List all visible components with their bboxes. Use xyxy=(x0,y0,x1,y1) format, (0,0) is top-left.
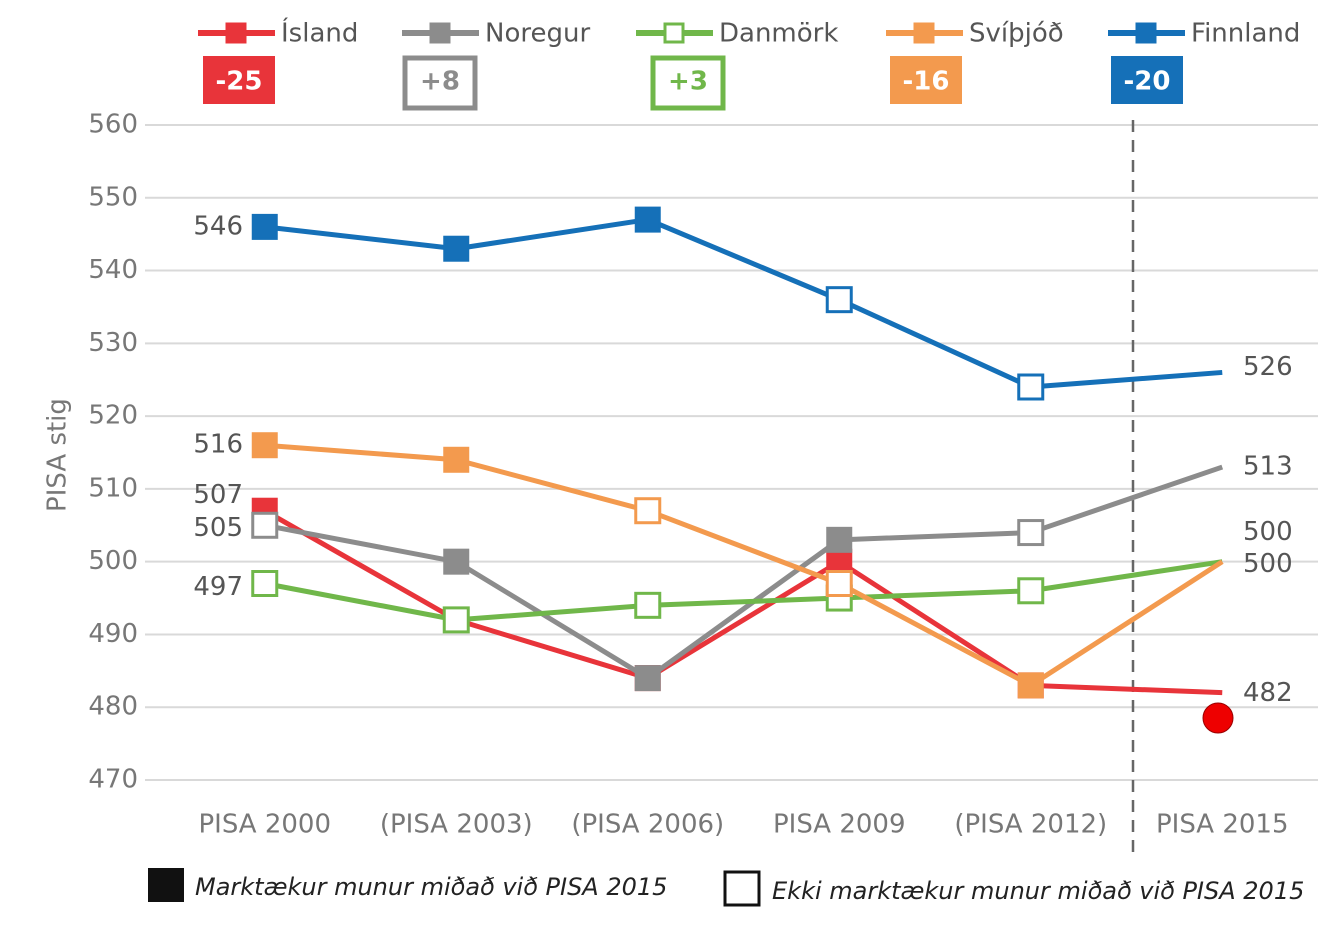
data-marker xyxy=(1017,373,1045,401)
legend-label: Finnland xyxy=(1191,19,1300,49)
data-marker xyxy=(634,497,662,525)
data-label: 526 xyxy=(1243,352,1293,382)
series-line xyxy=(264,464,1224,681)
x-tick-label: PISA 2009 xyxy=(773,810,906,840)
data-marker xyxy=(1017,672,1044,699)
y-tick-label: 520 xyxy=(88,401,138,431)
legend-marker xyxy=(225,22,247,44)
y-tick-label: 540 xyxy=(88,255,138,285)
series-line xyxy=(263,508,1223,696)
legend-hollow-text: Ekki marktækur munur miðað við PISA 2015 xyxy=(772,877,1304,905)
change-label: +3 xyxy=(668,67,708,97)
legend-marker xyxy=(913,22,935,44)
series-line xyxy=(264,217,1223,390)
change-badge xyxy=(203,56,275,104)
data-marker xyxy=(1017,519,1045,547)
data-marker xyxy=(634,665,661,692)
data-label: 513 xyxy=(1243,452,1293,482)
legend-label: Noregur xyxy=(485,19,590,49)
data-marker xyxy=(443,548,470,575)
y-axis-label: PISA stig xyxy=(43,398,73,512)
change-badge xyxy=(402,55,478,111)
data-marker xyxy=(251,570,279,597)
data-marker xyxy=(825,570,853,597)
change-label: -16 xyxy=(903,67,950,97)
legend-label: Ísland xyxy=(281,17,358,49)
data-marker xyxy=(251,511,279,539)
change-label: -20 xyxy=(1124,67,1171,97)
legend-filled-text: Marktækur munur miðað við PISA 2015 xyxy=(195,873,667,901)
legend-marker xyxy=(663,22,685,44)
data-marker xyxy=(1017,577,1045,605)
y-tick-label: 550 xyxy=(88,182,138,212)
data-marker xyxy=(443,235,470,262)
legend-hollow-swatch xyxy=(723,870,761,907)
y-tick-label: 510 xyxy=(88,473,138,503)
y-tick-label: 560 xyxy=(88,110,138,140)
legend-marker xyxy=(1135,22,1157,44)
data-label: 500 xyxy=(1243,549,1293,579)
legend-filled-swatch xyxy=(148,868,184,902)
change-badge xyxy=(1111,56,1183,104)
y-tick-label: 480 xyxy=(88,692,138,722)
y-tick-label: 500 xyxy=(88,546,138,576)
legend-label: Svíþjóð xyxy=(969,19,1064,49)
data-label: 482 xyxy=(1243,678,1293,708)
x-tick-label: (PISA 2012) xyxy=(954,810,1107,840)
data-label: 546 xyxy=(193,211,243,241)
data-label: 516 xyxy=(193,430,243,460)
data-marker xyxy=(826,526,853,553)
x-tick-label: (PISA 2006) xyxy=(571,810,724,840)
highlight-dot xyxy=(1202,702,1234,734)
data-marker xyxy=(251,432,278,459)
data-marker xyxy=(634,206,661,233)
series-line xyxy=(264,559,1223,623)
y-tick-label: 470 xyxy=(88,765,138,795)
change-label: -25 xyxy=(216,67,263,97)
change-badge xyxy=(890,56,962,104)
legend-label: Danmörk xyxy=(719,19,838,49)
x-tick-label: PISA 2000 xyxy=(198,810,331,840)
grid xyxy=(145,124,1318,781)
data-marker xyxy=(443,446,470,473)
y-tick-label: 530 xyxy=(88,328,138,358)
y-tick-label: 490 xyxy=(88,619,138,649)
legend-marker xyxy=(429,22,451,44)
data-marker xyxy=(634,591,662,619)
data-label: 500 xyxy=(1243,517,1293,547)
data-marker xyxy=(825,286,853,314)
x-tick-label: PISA 2015 xyxy=(1156,810,1289,840)
data-marker xyxy=(442,606,470,634)
data-marker xyxy=(251,213,278,240)
data-label: 505 xyxy=(193,513,243,543)
data-label: 497 xyxy=(193,572,243,602)
x-tick-label: (PISA 2003) xyxy=(380,810,533,840)
series-line xyxy=(264,442,1224,688)
data-label: 507 xyxy=(193,480,243,510)
change-label: +8 xyxy=(420,67,460,97)
change-badge xyxy=(650,55,726,111)
